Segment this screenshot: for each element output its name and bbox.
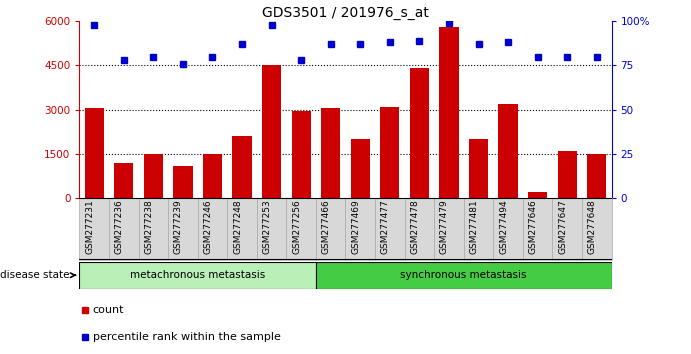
Bar [552,198,582,260]
Text: GSM277236: GSM277236 [115,200,124,254]
Text: GSM277494: GSM277494 [499,200,508,254]
Text: synchronous metastasis: synchronous metastasis [401,270,527,280]
Text: GSM277648: GSM277648 [588,200,597,254]
Bar [350,139,370,198]
Text: GSM277481: GSM277481 [469,200,478,254]
Bar [232,136,252,198]
Bar [587,154,607,198]
Text: GSM277253: GSM277253 [263,200,272,254]
Text: GSM277478: GSM277478 [410,200,419,254]
Bar [380,107,399,198]
Bar [405,198,434,260]
Bar [346,198,375,260]
Text: GSM277647: GSM277647 [558,200,567,254]
Bar [144,154,163,198]
Title: GDS3501 / 201976_s_at: GDS3501 / 201976_s_at [262,6,429,20]
Bar [227,198,257,260]
Text: GSM277477: GSM277477 [381,200,390,254]
Text: GSM277469: GSM277469 [351,200,360,254]
Bar [316,198,346,260]
Text: GSM277248: GSM277248 [233,200,242,254]
Bar [109,198,139,260]
Bar [173,166,193,198]
Text: count: count [93,305,124,315]
Bar [582,198,612,260]
Text: GSM277246: GSM277246 [203,200,212,254]
Bar [498,104,518,198]
Bar [84,108,104,198]
Bar [439,27,459,198]
Text: GSM277231: GSM277231 [85,200,94,254]
Bar [410,68,429,198]
Bar [375,198,405,260]
Bar [139,198,168,260]
Bar [262,65,281,198]
Bar [203,154,222,198]
Bar [257,198,286,260]
Text: GSM277646: GSM277646 [529,200,538,254]
Bar [198,198,227,260]
Bar [558,151,577,198]
Text: GSM277239: GSM277239 [174,200,183,254]
Text: GSM277238: GSM277238 [144,200,153,254]
Bar [469,139,488,198]
Text: GSM277256: GSM277256 [292,200,301,254]
Bar [316,262,612,289]
Text: percentile rank within the sample: percentile rank within the sample [93,332,281,342]
Bar [528,192,547,198]
Text: metachronous metastasis: metachronous metastasis [130,270,265,280]
Text: GSM277466: GSM277466 [322,200,331,254]
Bar [434,198,464,260]
Bar [168,198,198,260]
Bar [493,198,523,260]
Bar [292,111,311,198]
Bar [523,198,552,260]
Bar [464,198,493,260]
Bar [321,108,341,198]
Bar [286,198,316,260]
Bar [79,198,109,260]
Bar [114,163,133,198]
Text: disease state: disease state [0,270,75,280]
Text: GSM277479: GSM277479 [440,200,449,254]
Bar [79,262,316,289]
